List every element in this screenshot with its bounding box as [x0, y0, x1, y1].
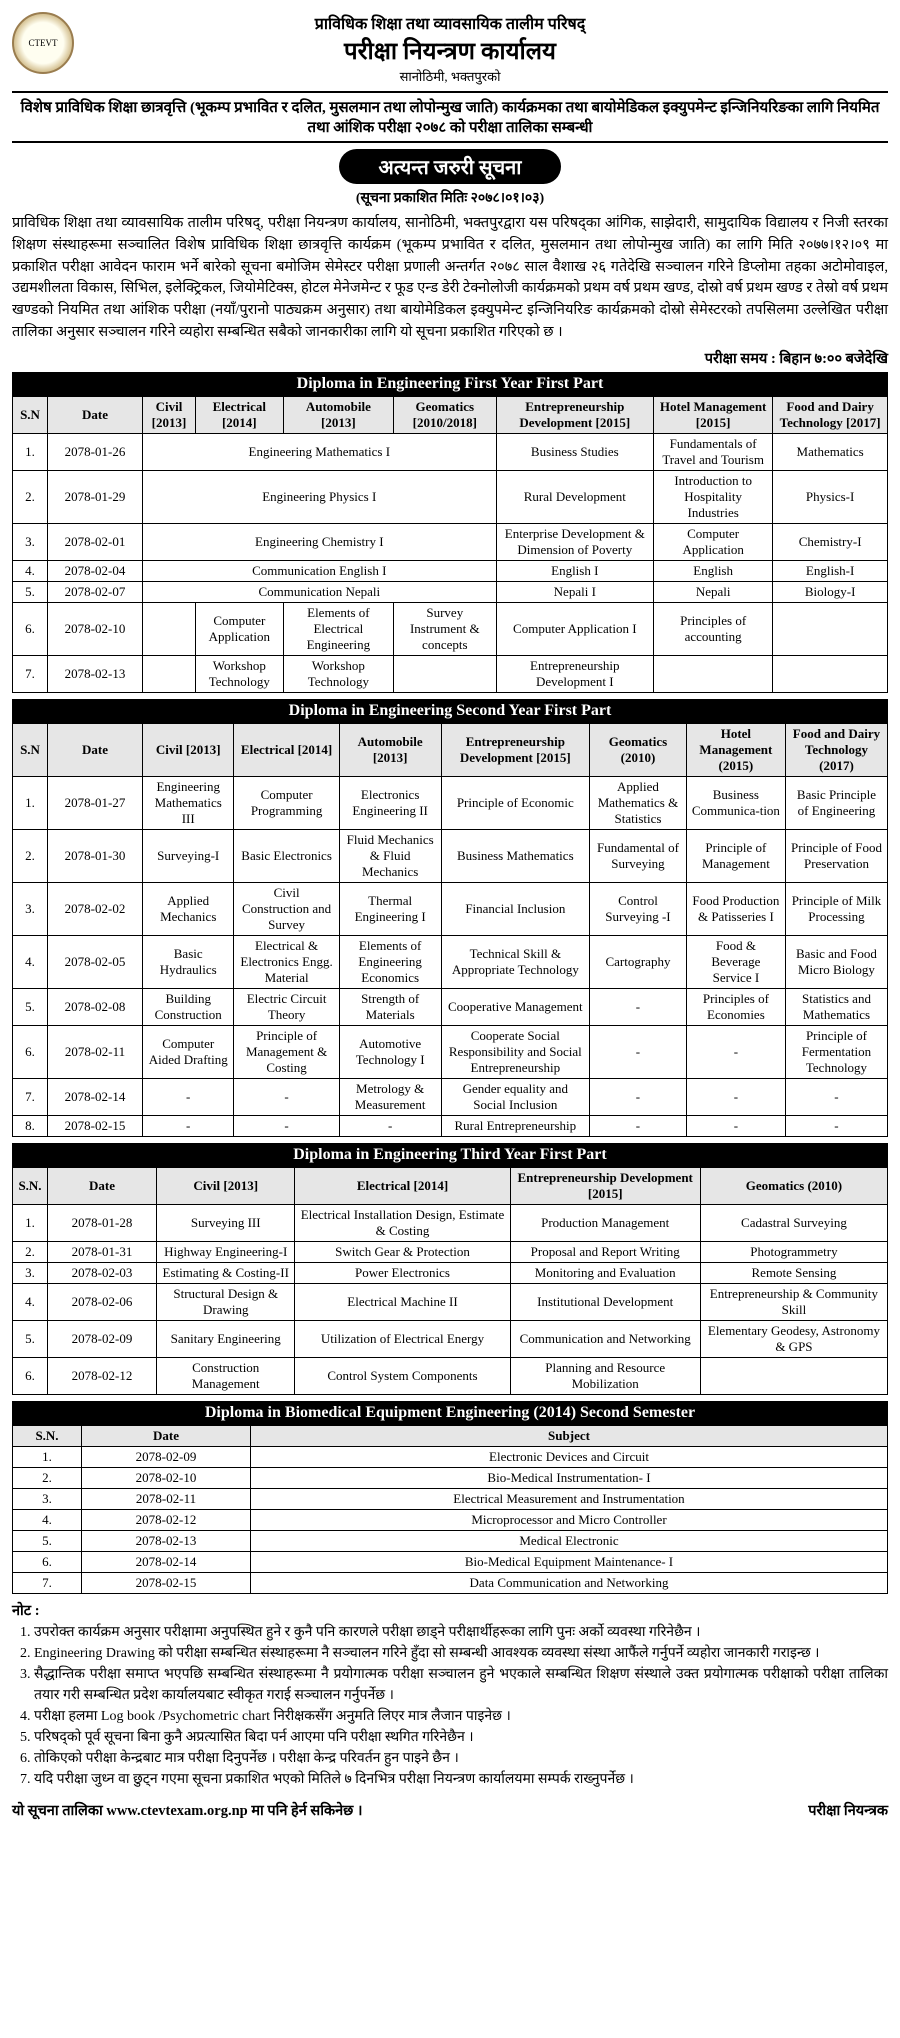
- table-row: 7.2078-02-13Workshop TechnologyWorkshop …: [13, 655, 888, 692]
- note-item: परीक्षा हलमा Log book /Psychometric char…: [34, 1706, 888, 1727]
- notice-subject: विशेष प्राविधिक शिक्षा छात्रवृत्ति (भूकम…: [12, 91, 888, 143]
- table-row: 3.2078-02-11Electrical Measurement and I…: [13, 1488, 888, 1509]
- table-row: 1.2078-01-28Surveying IIIElectrical Inst…: [13, 1204, 888, 1241]
- office-address: सानोठिमी, भक्तपुरको: [12, 67, 888, 85]
- table-row: 3.2078-02-01Engineering Chemistry IEnter…: [13, 523, 888, 560]
- schedule-table-4: S.N. Date Subject 1.2078-02-09Electronic…: [12, 1425, 888, 1594]
- table-header-row: S.N. Date Civil [2013] Electrical [2014]…: [13, 1167, 888, 1204]
- table-header-row: S.N Date Civil [2013] Electrical [2014] …: [13, 396, 888, 433]
- note-item: सैद्धान्तिक परीक्षा समाप्त भएपछि सम्बन्ध…: [34, 1664, 888, 1706]
- section-title-4: Diploma in Biomedical Equipment Engineer…: [12, 1401, 888, 1425]
- exam-time: परीक्षा समय : बिहान ७:०० बजेदेखि: [12, 348, 888, 368]
- org-name: प्राविधिक शिक्षा तथा व्यावसायिक तालीम पर…: [12, 12, 888, 34]
- note-item: यदि परीक्षा जुध्न वा छुट्न गएमा सूचना प्…: [34, 1769, 888, 1790]
- table-row: 6.2078-02-10Computer ApplicationElements…: [13, 602, 888, 655]
- table-row: 1.2078-02-09Electronic Devices and Circu…: [13, 1446, 888, 1467]
- publish-date: (सूचना प्रकाशित मितिः २०७८।०१।०३): [12, 188, 888, 207]
- table-row: 7.2078-02-15Data Communication and Netwo…: [13, 1572, 888, 1593]
- table-row: 2.2078-02-10Bio-Medical Instrumentation-…: [13, 1467, 888, 1488]
- notes-list: उपरोक्त कार्यक्रम अनुसार परीक्षामा अनुपस…: [12, 1622, 888, 1790]
- document-footer: यो सूचना तालिका www.ctevtexam.org.np मा …: [12, 1800, 888, 1820]
- table-row: 4.2078-02-06Structural Design & DrawingE…: [13, 1283, 888, 1320]
- table-row: 6.2078-02-12Construction ManagementContr…: [13, 1357, 888, 1394]
- table-row: 6.2078-02-14Bio-Medical Equipment Mainte…: [13, 1551, 888, 1572]
- table-row: 4.2078-02-05Basic HydraulicsElectrical &…: [13, 935, 888, 988]
- table-row: 7.2078-02-14--Metrology & MeasurementGen…: [13, 1078, 888, 1115]
- footer-signatory: परीक्षा नियन्त्रक: [808, 1800, 888, 1820]
- table-header-row: S.N Date Civil [2013] Electrical [2014] …: [13, 723, 888, 776]
- table-row: 3.2078-02-02Applied MechanicsCivil Const…: [13, 882, 888, 935]
- section-title-3: Diploma in Engineering Third Year First …: [12, 1143, 888, 1167]
- document-header: CTEVT प्राविधिक शिक्षा तथा व्यावसायिक ता…: [12, 12, 888, 85]
- schedule-table-2: S.N Date Civil [2013] Electrical [2014] …: [12, 723, 888, 1137]
- table-row: 2.2078-01-30Surveying-IBasic Electronics…: [13, 829, 888, 882]
- note-item: तोकिएको परीक्षा केन्द्रबाट मात्र परीक्षा…: [34, 1748, 888, 1769]
- table-row: 5.2078-02-07Communication NepaliNepali I…: [13, 581, 888, 602]
- note-item: परिषद्‌को पूर्व सूचना बिना कुनै अप्रत्या…: [34, 1727, 888, 1748]
- table-header-row: S.N. Date Subject: [13, 1425, 888, 1446]
- org-logo: CTEVT: [12, 12, 74, 74]
- table-row: 6.2078-02-11Computer Aided DraftingPrinc…: [13, 1025, 888, 1078]
- table-row: 5.2078-02-13Medical Electronic: [13, 1530, 888, 1551]
- notes-heading: नोट :: [12, 1600, 888, 1620]
- footer-website: यो सूचना तालिका www.ctevtexam.org.np मा …: [12, 1800, 362, 1820]
- urgent-notice-bar: अत्यन्त जरुरी सूचना: [339, 149, 562, 184]
- table-row: 3.2078-02-03Estimating & Costing-IIPower…: [13, 1262, 888, 1283]
- note-item: उपरोक्त कार्यक्रम अनुसार परीक्षामा अनुपस…: [34, 1622, 888, 1643]
- table-row: 8.2078-02-15---Rural Entrepreneurship---: [13, 1115, 888, 1136]
- section-title-1: Diploma in Engineering First Year First …: [12, 372, 888, 396]
- note-item: Engineering Drawing को परीक्षा सम्बन्धित…: [34, 1643, 888, 1664]
- schedule-table-3: S.N. Date Civil [2013] Electrical [2014]…: [12, 1167, 888, 1395]
- table-row: 1.2078-01-27Engineering Mathematics IIIC…: [13, 776, 888, 829]
- section-title-2: Diploma in Engineering Second Year First…: [12, 699, 888, 723]
- table-row: 4.2078-02-04Communication English IEngli…: [13, 560, 888, 581]
- schedule-table-1: S.N Date Civil [2013] Electrical [2014] …: [12, 396, 888, 693]
- table-row: 5.2078-02-08Building ConstructionElectri…: [13, 988, 888, 1025]
- table-row: 5.2078-02-09Sanitary EngineeringUtilizat…: [13, 1320, 888, 1357]
- intro-paragraph: प्राविधिक शिक्षा तथा व्यावसायिक तालीम पर…: [12, 213, 888, 344]
- office-name: परीक्षा नियन्त्रण कार्यालय: [12, 34, 888, 67]
- table-row: 4.2078-02-12Microprocessor and Micro Con…: [13, 1509, 888, 1530]
- table-row: 2.2078-01-31Highway Engineering-ISwitch …: [13, 1241, 888, 1262]
- table-row: 1.2078-01-26Engineering Mathematics IBus…: [13, 433, 888, 470]
- table-row: 2.2078-01-29Engineering Physics IRural D…: [13, 470, 888, 523]
